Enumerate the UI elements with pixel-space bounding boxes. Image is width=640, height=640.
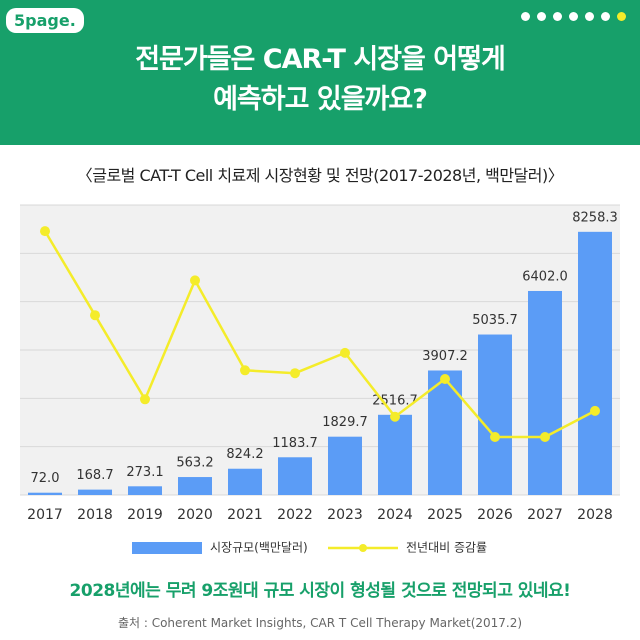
data-label: 168.7 (76, 468, 113, 483)
logo: 5page. (6, 8, 84, 33)
legend-label: 시장규모(백만달러) (210, 541, 308, 555)
x-tick-label: 2021 (227, 507, 263, 523)
data-label: 5035.7 (472, 313, 518, 328)
x-tick-label: 2022 (277, 507, 313, 523)
chart-title: 〈글로벌 CAT-T Cell 치료제 시장현황 및 전망(2017-2028년… (76, 166, 564, 185)
line-point (490, 432, 500, 442)
legend-label: 전년대비 증감률 (406, 541, 487, 555)
bar (78, 489, 112, 495)
x-tick-label: 2027 (527, 507, 563, 523)
data-label: 8258.3 (572, 210, 618, 225)
page-dots (521, 12, 626, 21)
chart: 2017 2018 2019 2020 2021 2022 2023 2024 2025 2026… (20, 204, 620, 555)
line-point (240, 365, 250, 376)
data-label: 2516.7 (372, 393, 418, 408)
x-tick-label: 2019 (127, 507, 163, 523)
bar (178, 477, 212, 495)
data-label: 3907.2 (422, 349, 468, 364)
title-line: 예측하고 있을까요? (213, 84, 428, 115)
source: 출처 : Coherent Market Insights, CAR T Cel… (117, 616, 523, 630)
line-point (340, 347, 350, 358)
bar (528, 290, 562, 495)
line-point (290, 368, 300, 379)
x-tick-label: 2024 (377, 507, 413, 523)
line (43, 230, 596, 439)
data-label: 563.2 (176, 456, 213, 471)
bar (378, 414, 412, 495)
x-tick-label: 2017 (27, 507, 63, 523)
bar (228, 468, 262, 495)
data-label: 1183.7 (272, 436, 318, 451)
data-label: 824.2 (226, 447, 263, 462)
title-line: 전문가들은 CAR-T 시장을 어떻게 (135, 44, 506, 75)
line-point (440, 374, 450, 384)
data-label: 273.1 (126, 465, 163, 480)
x-tick-label: 2020 (177, 507, 213, 523)
bar (28, 492, 62, 495)
legend-swatch (359, 544, 367, 552)
line-point (390, 411, 400, 422)
bar (328, 436, 362, 495)
x-tick-label: 2026 (477, 507, 513, 523)
line-point (140, 394, 150, 405)
line-point (540, 432, 550, 442)
bar (278, 457, 312, 495)
line-point (90, 310, 100, 321)
data-label: 6402.0 (522, 269, 568, 284)
line-point (190, 275, 200, 286)
data-label: 1829.7 (322, 415, 368, 430)
bar (578, 231, 612, 495)
line-point (590, 405, 600, 416)
legend-swatch (132, 542, 202, 554)
message: 2028년에는 무려 9조원대 규모 시장이 형성될 것으로 전망되고 있네요! (69, 581, 571, 601)
x-tick-label: 2028 (577, 507, 613, 523)
data-label: 72.0 (31, 471, 60, 486)
x-tick-label: 2023 (327, 507, 363, 523)
bar (478, 334, 512, 495)
x-tick-label: 2018 (77, 507, 113, 523)
line-point (40, 226, 50, 237)
bar (128, 486, 162, 495)
x-tick-label: 2025 (427, 507, 463, 523)
